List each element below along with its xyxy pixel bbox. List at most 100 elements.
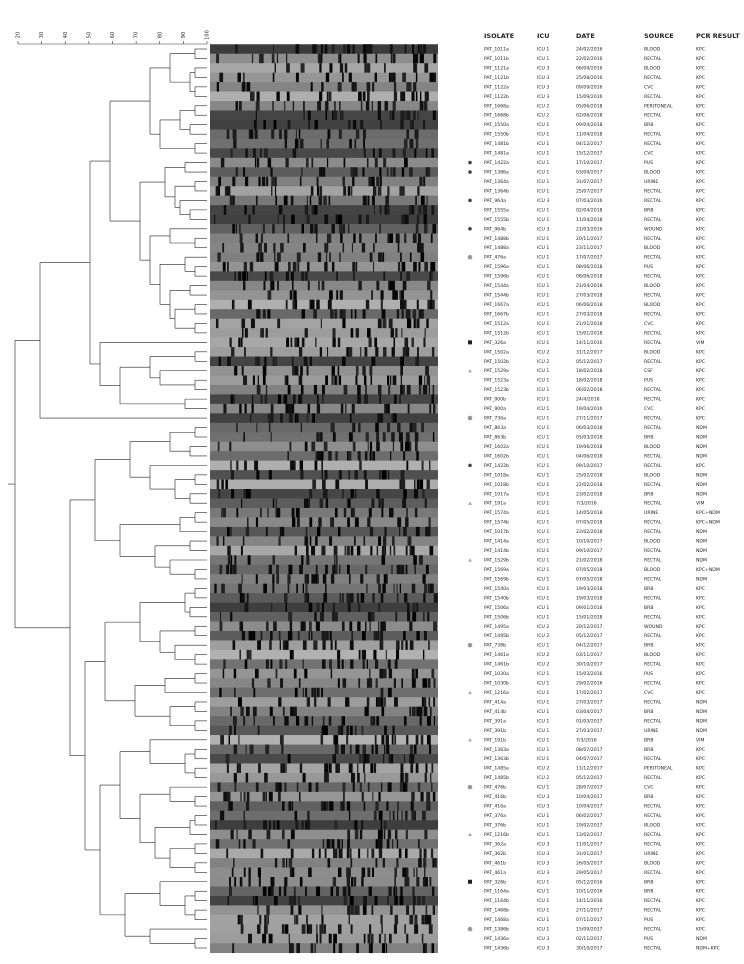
gel-band [415, 53, 418, 64]
table-cell: 15/09/2016 [576, 94, 603, 100]
gel-band [226, 848, 229, 859]
table-cell: 20/11/2017 [576, 236, 603, 242]
table-cell: PAT_1488b [484, 236, 509, 242]
scale-tick-label: 80 [157, 32, 163, 38]
gel-band [295, 716, 300, 726]
gel-band [349, 640, 354, 651]
gel-band [329, 290, 333, 301]
gel-band [278, 886, 282, 897]
marker-triangle [468, 558, 472, 562]
gel-band [337, 867, 342, 878]
gel-band [346, 593, 351, 603]
gel-band [276, 574, 280, 584]
gel-band [262, 375, 266, 386]
table-cell: ICU 1 [537, 255, 549, 261]
gel-lane [210, 337, 438, 348]
gel-band [255, 356, 259, 367]
gel-band [250, 91, 254, 102]
gel-lane [210, 366, 438, 376]
gel-band [368, 176, 372, 187]
table-cell: ICU 1 [537, 406, 549, 412]
table-cell: RECTAL [644, 453, 662, 459]
gel-band [393, 678, 396, 689]
marker-star [468, 198, 472, 203]
gel-band [389, 44, 393, 55]
gel-band [301, 337, 305, 348]
gel-band [298, 375, 303, 386]
gel-band [356, 129, 359, 140]
gel-band [361, 754, 365, 764]
gel-band [427, 167, 431, 178]
gel-band [377, 829, 381, 840]
gel-band [239, 403, 242, 414]
table-cell: PAT_1485b [484, 775, 509, 781]
gel-band [244, 602, 249, 613]
gel-band [405, 564, 408, 575]
gel-band [300, 366, 303, 376]
gel-band [233, 744, 238, 755]
gel-band [383, 621, 386, 632]
gel-band [327, 697, 331, 707]
gel-band [265, 659, 269, 670]
table-cell: KPC [696, 75, 705, 81]
gel-band [354, 820, 358, 831]
gel-band [316, 233, 318, 244]
gel-band [368, 507, 372, 518]
gel-band [332, 110, 334, 121]
table-cell: PAT_1164b [484, 898, 509, 904]
gel-band [272, 574, 274, 584]
gel-band [276, 820, 280, 831]
gel-band [373, 763, 377, 774]
gel-lane [210, 44, 438, 55]
gel-band [334, 848, 338, 859]
scale-tick-label: 20 [16, 32, 22, 38]
gel-lane [210, 612, 438, 622]
gel-band [407, 612, 411, 622]
table-cell: KPC [696, 614, 705, 620]
gel-band [326, 772, 329, 783]
gel-band [332, 517, 335, 528]
table-cell: ICU 1 [537, 567, 549, 573]
gel-band [257, 905, 259, 916]
gel-band [402, 384, 404, 395]
gel-band [310, 186, 314, 196]
gel-band [423, 593, 426, 603]
gel-band [429, 460, 431, 471]
gel-band [404, 110, 406, 121]
gel-band [324, 44, 328, 55]
gel-band [362, 630, 366, 641]
gel-band [219, 72, 224, 83]
gel-band [397, 422, 401, 433]
gel-band [271, 129, 275, 140]
gel-band [424, 498, 427, 509]
gel-band [413, 555, 417, 566]
table-cell: KPC [696, 207, 705, 213]
gel-band [388, 318, 393, 329]
gel-band [417, 233, 422, 244]
gel-lane [210, 413, 438, 424]
gel-band [294, 337, 298, 348]
gel-band [221, 583, 225, 594]
gel-band [302, 242, 306, 253]
gel-lane [210, 72, 438, 83]
gel-band [362, 91, 366, 102]
gel-band [324, 470, 328, 480]
gel-band [337, 678, 340, 689]
gel-band [326, 91, 329, 102]
table-cell: 24/4/2016 [576, 397, 600, 403]
table-cell: RECTAL [644, 718, 662, 724]
table-cell: KPC [696, 643, 705, 649]
gel-band [284, 716, 288, 726]
table-cell: PAT_1164a [484, 889, 509, 895]
gel-band [274, 858, 278, 868]
gel-band [334, 640, 337, 651]
gel-band [422, 895, 426, 906]
gel-band [276, 507, 281, 518]
gel-band [362, 44, 367, 55]
gel-band [363, 763, 365, 774]
table-cell: 11/04/2018 [576, 132, 603, 138]
table-cell: ICU 2 [537, 652, 549, 658]
gel-band [409, 138, 414, 149]
gel-band [375, 678, 378, 689]
table-cell: ICU 1 [537, 368, 549, 374]
